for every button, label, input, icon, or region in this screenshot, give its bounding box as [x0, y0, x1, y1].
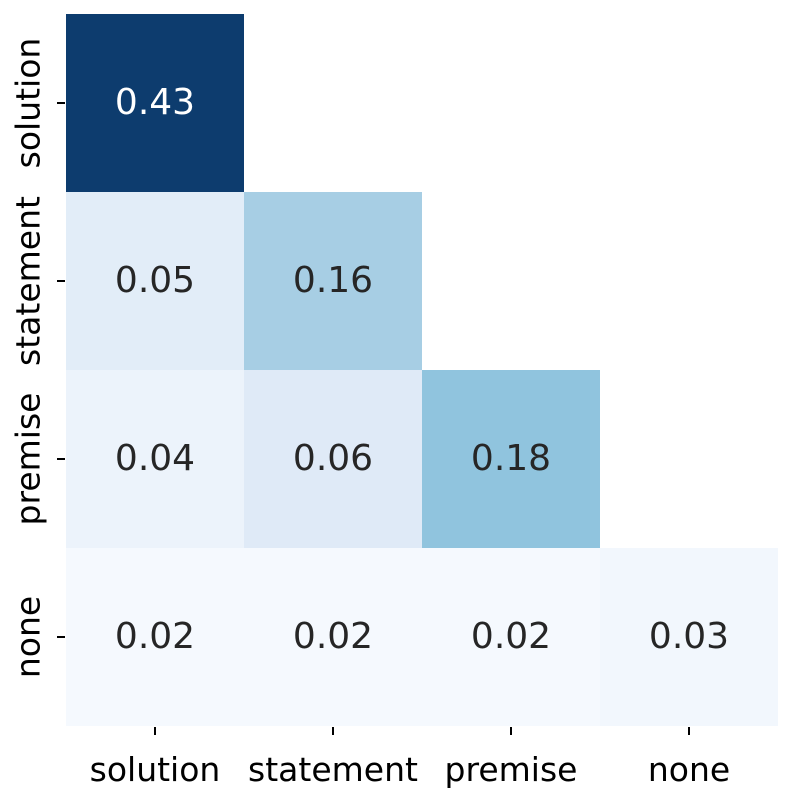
x-tick-mark-solution	[154, 727, 156, 735]
x-tick-mark-premise	[510, 727, 512, 735]
x-tick-mark-statement	[332, 727, 334, 735]
heatmap-cell-none-statement: 0.02	[244, 548, 422, 726]
cell-value-label: 0.02	[114, 616, 196, 657]
cell-value-label: 0.16	[292, 260, 374, 301]
cell-value-label: 0.06	[292, 438, 374, 479]
y-tick-mark-none	[57, 636, 65, 638]
heatmap-cell-premise-statement: 0.06	[244, 370, 422, 548]
x-tick-label-premise: premise	[444, 750, 578, 789]
heatmap-cell-premise-premise: 0.18	[422, 370, 600, 548]
y-tick-mark-solution	[57, 102, 65, 104]
y-tick-mark-statement	[57, 280, 65, 282]
cell-value-label: 0.02	[292, 616, 374, 657]
cell-value-label: 0.18	[470, 438, 552, 479]
cell-value-label: 0.05	[114, 260, 196, 301]
cell-value-label: 0.43	[114, 82, 196, 123]
x-tick-mark-none	[688, 727, 690, 735]
x-tick-label-solution: solution	[89, 750, 221, 789]
heatmap-cell-none-solution: 0.02	[66, 548, 244, 726]
y-tick-mark-premise	[57, 458, 65, 460]
x-tick-label-none: none	[647, 750, 731, 789]
y-tick-label-premise: premise	[8, 392, 48, 526]
heatmap-cell-none-none: 0.03	[600, 548, 778, 726]
y-tick-label-statement: statement	[8, 196, 48, 366]
heatmap-cell-none-premise: 0.02	[422, 548, 600, 726]
heatmap-cell-premise-solution: 0.04	[66, 370, 244, 548]
heatmap-cell-statement-solution: 0.05	[66, 192, 244, 370]
x-tick-label-statement: statement	[248, 750, 418, 789]
cell-value-label: 0.02	[470, 616, 552, 657]
cell-value-label: 0.04	[114, 438, 196, 479]
heatmap-cell-solution-solution: 0.43	[66, 14, 244, 192]
cell-value-label: 0.03	[648, 616, 730, 657]
y-tick-label-none: none	[8, 595, 48, 679]
heatmap-cell-statement-statement: 0.16	[244, 192, 422, 370]
y-tick-label-solution: solution	[8, 37, 48, 169]
